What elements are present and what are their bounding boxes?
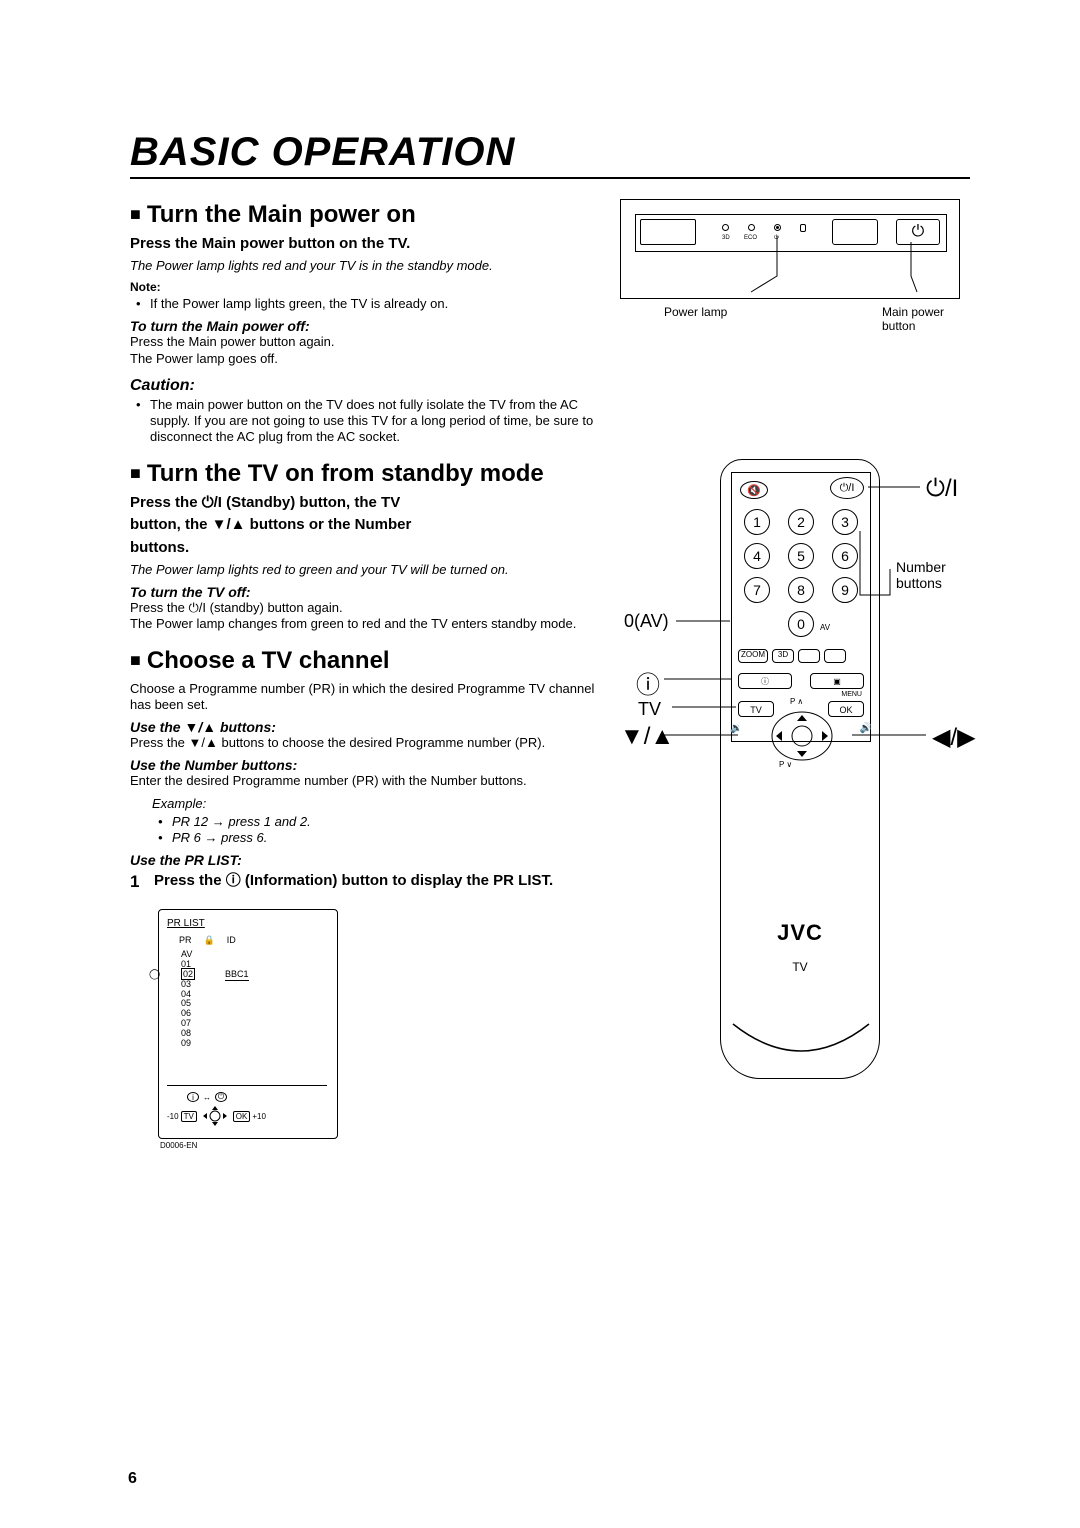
choose-desc: Choose a Programme number (PR) in which … xyxy=(130,681,596,714)
zero-av-label: 0(AV) xyxy=(624,611,669,632)
tv-label: TV xyxy=(638,699,661,720)
standby-press-l1: Press the ⏻/I (Standby) button, the TV xyxy=(130,494,596,513)
use-num-head: Use the Number buttons: xyxy=(130,757,596,773)
tv-off-heading: To turn the TV off: xyxy=(130,584,596,600)
standby-desc: The Power lamp lights red to green and y… xyxy=(130,562,596,578)
section-heading-text: Turn the Main power on xyxy=(147,201,416,228)
selector-icon: ◯ xyxy=(149,969,160,980)
standby-press-l2: button, the ▼/▲ buttons or the Number xyxy=(130,516,596,535)
turn-off-line2: The Power lamp goes off. xyxy=(130,351,596,367)
use-prlist-head: Use the PR LIST: xyxy=(130,852,596,868)
prlist-row-selected: 02 xyxy=(181,968,195,980)
power-lamp-desc: The Power lamp lights red and your TV is… xyxy=(130,258,596,274)
section-heading-text-2: Turn the TV on from standby mode xyxy=(147,460,544,487)
left-right-label: ◀/▶ xyxy=(932,723,976,752)
step-number-1: 1 xyxy=(130,872,144,895)
tv-off-line2: The Power lamp changes from green to red… xyxy=(130,616,596,632)
lock-icon: 🔒 xyxy=(204,935,215,946)
remote-leaders xyxy=(620,459,980,1099)
step-1-text: Press the ⓘ (Information) button to disp… xyxy=(154,872,596,891)
left-column: ■Turn the Main power on Press the Main p… xyxy=(130,193,596,1150)
prlist-ok: OK xyxy=(233,1111,251,1122)
page-number: 6 xyxy=(128,1470,137,1488)
tv-panel-diagram: 3D ECO ⏻ ⏻ xyxy=(620,199,960,299)
prlist-row: 07 xyxy=(181,1019,329,1029)
page-title: BASIC OPERATION xyxy=(130,130,970,179)
number-buttons-label: Number buttons xyxy=(896,559,956,591)
prlist-row: 03 xyxy=(181,980,329,990)
main-power-label: Main power button xyxy=(882,305,962,333)
instruction-press-main-power: Press the Main power button on the TV. xyxy=(130,235,596,254)
example-1: PR 12 → press 1 and 2. xyxy=(164,814,596,830)
section-heading-choose-channel: ■Choose a TV channel xyxy=(130,647,596,675)
prlist-code: D0006-EN xyxy=(160,1141,596,1150)
standby-press-l3: buttons. xyxy=(130,539,596,558)
prlist-row: 05 xyxy=(181,999,329,1009)
use-num-body: Enter the desired Programme number (PR) … xyxy=(130,773,596,789)
prlist-row: 04 xyxy=(181,990,329,1000)
remote-diagram: 🔇 ⏻/I 1 2 3 4 5 6 7 8 9 0 AV ZOOM 3D xyxy=(620,459,980,1099)
prlist-col-pr: PR xyxy=(179,935,192,946)
right-column: 3D ECO ⏻ ⏻ Power lamp Main power button … xyxy=(620,193,970,1150)
prlist-bbc: BBC1 xyxy=(225,970,249,981)
section-heading-standby: ■Turn the TV on from standby mode xyxy=(130,460,596,488)
prlist-diagram: PR LIST PR 🔒 ID AV 01 ◯ 02 BBC1 xyxy=(158,909,338,1139)
section-heading-text-3: Choose a TV channel xyxy=(147,647,390,674)
dpad-icon-small xyxy=(199,1104,231,1128)
section-heading-power-on: ■Turn the Main power on xyxy=(130,201,596,229)
standby-icon-small: ⏻ xyxy=(215,1092,227,1102)
note-item: If the Power lamp lights green, the TV i… xyxy=(142,296,596,312)
info-icon-small: i xyxy=(187,1092,199,1102)
prlist-col-id: ID xyxy=(227,935,236,946)
standby-symbol-label: ⏻/I xyxy=(926,475,958,503)
prlist-title: PR LIST xyxy=(167,918,329,929)
tv-off-line1: Press the ⏻/I (standby) button again. xyxy=(130,600,596,616)
example-2: PR 6 → press 6. xyxy=(164,830,596,846)
caution-item: The main power button on the TV does not… xyxy=(142,397,596,446)
leader-lines xyxy=(621,200,961,320)
turn-off-heading: To turn the Main power off: xyxy=(130,318,596,334)
prlist-minus10: -10 xyxy=(167,1112,179,1121)
prlist-row: 08 xyxy=(181,1029,329,1039)
prlist-row: AV xyxy=(181,950,329,960)
use-arrows-head: Use the ▼/▲ buttons: xyxy=(130,719,596,735)
prlist-tv: TV xyxy=(181,1111,197,1122)
prlist-row: 06 xyxy=(181,1009,329,1019)
caution-heading: Caution: xyxy=(130,377,596,395)
prlist-row: 09 xyxy=(181,1039,329,1049)
example-label: Example: xyxy=(152,796,596,812)
down-up-label: ▼/▲ xyxy=(620,723,674,751)
use-arrows-body: Press the ▼/▲ buttons to choose the desi… xyxy=(130,735,596,751)
turn-off-line1: Press the Main power button again. xyxy=(130,334,596,350)
prlist-plus10: +10 xyxy=(252,1112,266,1121)
power-lamp-label: Power lamp xyxy=(664,305,727,319)
prlist-row: 01 xyxy=(181,960,329,970)
note-label: Note: xyxy=(130,280,596,294)
arrow-icon: ↔ xyxy=(203,1093,211,1102)
info-symbol-label: ⓘ xyxy=(636,665,660,700)
